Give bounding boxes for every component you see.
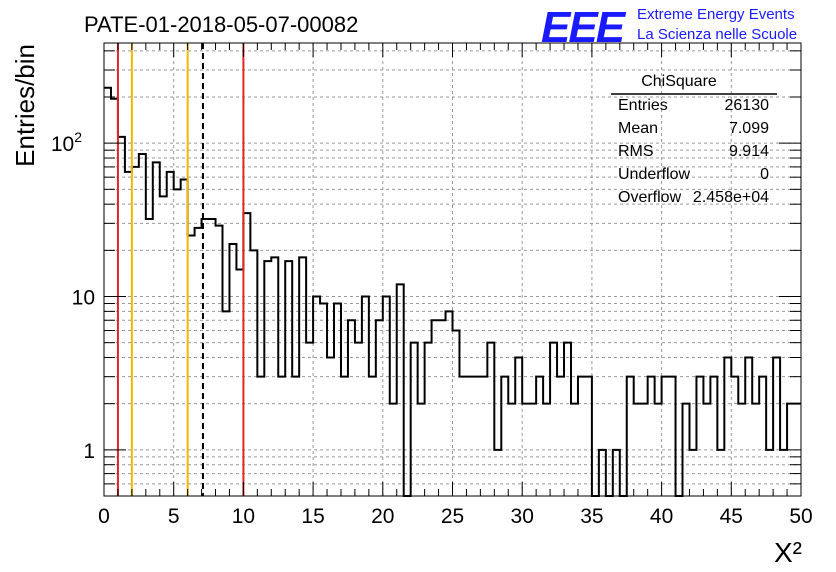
x-tick-label: 10 <box>232 505 255 528</box>
marker-lines <box>116 43 245 496</box>
chart-title: PATE-01-2018-05-07-00082 <box>84 12 358 37</box>
x-tick-label: 45 <box>720 505 743 528</box>
y-tick-label: 10 <box>72 287 95 310</box>
stats-value: 7.099 <box>729 120 769 137</box>
plot-frame <box>103 42 802 497</box>
stats-label: RMS <box>618 143 654 160</box>
x-tick-label: 30 <box>511 505 534 528</box>
axis-ticks: 0 5 10 15 20 25 30 35 40 45 50 1 10 102 <box>51 43 813 528</box>
x-tick-label: 5 <box>168 505 180 528</box>
stats-label: Mean <box>618 120 658 137</box>
eee-logo-letters: EEE <box>541 3 627 52</box>
x-tick-label: 15 <box>301 505 324 528</box>
stats-label: Entries <box>618 97 668 114</box>
histogram-series <box>104 86 801 497</box>
y-tick-label: 1 <box>83 440 95 463</box>
stats-title: ChiSquare <box>641 73 717 90</box>
x-tick-label: 0 <box>98 505 110 528</box>
x-tick-label: 35 <box>580 505 603 528</box>
y-axis-label: Entries/bin <box>10 44 40 167</box>
x-tick-label: 25 <box>441 505 464 528</box>
y-tick-label: 102 <box>51 129 82 156</box>
x-tick-label: 20 <box>371 505 394 528</box>
stats-value: 2.458e+04 <box>693 189 769 206</box>
stats-label: Underflow <box>618 166 690 183</box>
stats-value: 9.914 <box>729 143 769 160</box>
grid-lines <box>104 43 801 497</box>
stats-value: 0 <box>760 166 769 183</box>
eee-logo-line2: La Scienza nelle Scuole <box>637 26 797 43</box>
stats-box: ChiSquare Entries 26130 Mean 7.099 RMS 9.914 U… <box>611 73 777 206</box>
x-tick-label: 50 <box>789 505 812 528</box>
eee-logo: EEE Extreme Energy Events La Scienza nel… <box>541 3 797 52</box>
x-tick-label: 40 <box>650 505 673 528</box>
eee-logo-line1: Extreme Energy Events <box>637 6 795 23</box>
stats-value: 26130 <box>725 97 770 114</box>
stats-label: Overflow <box>618 189 682 206</box>
x-axis-label: X² <box>774 537 802 568</box>
